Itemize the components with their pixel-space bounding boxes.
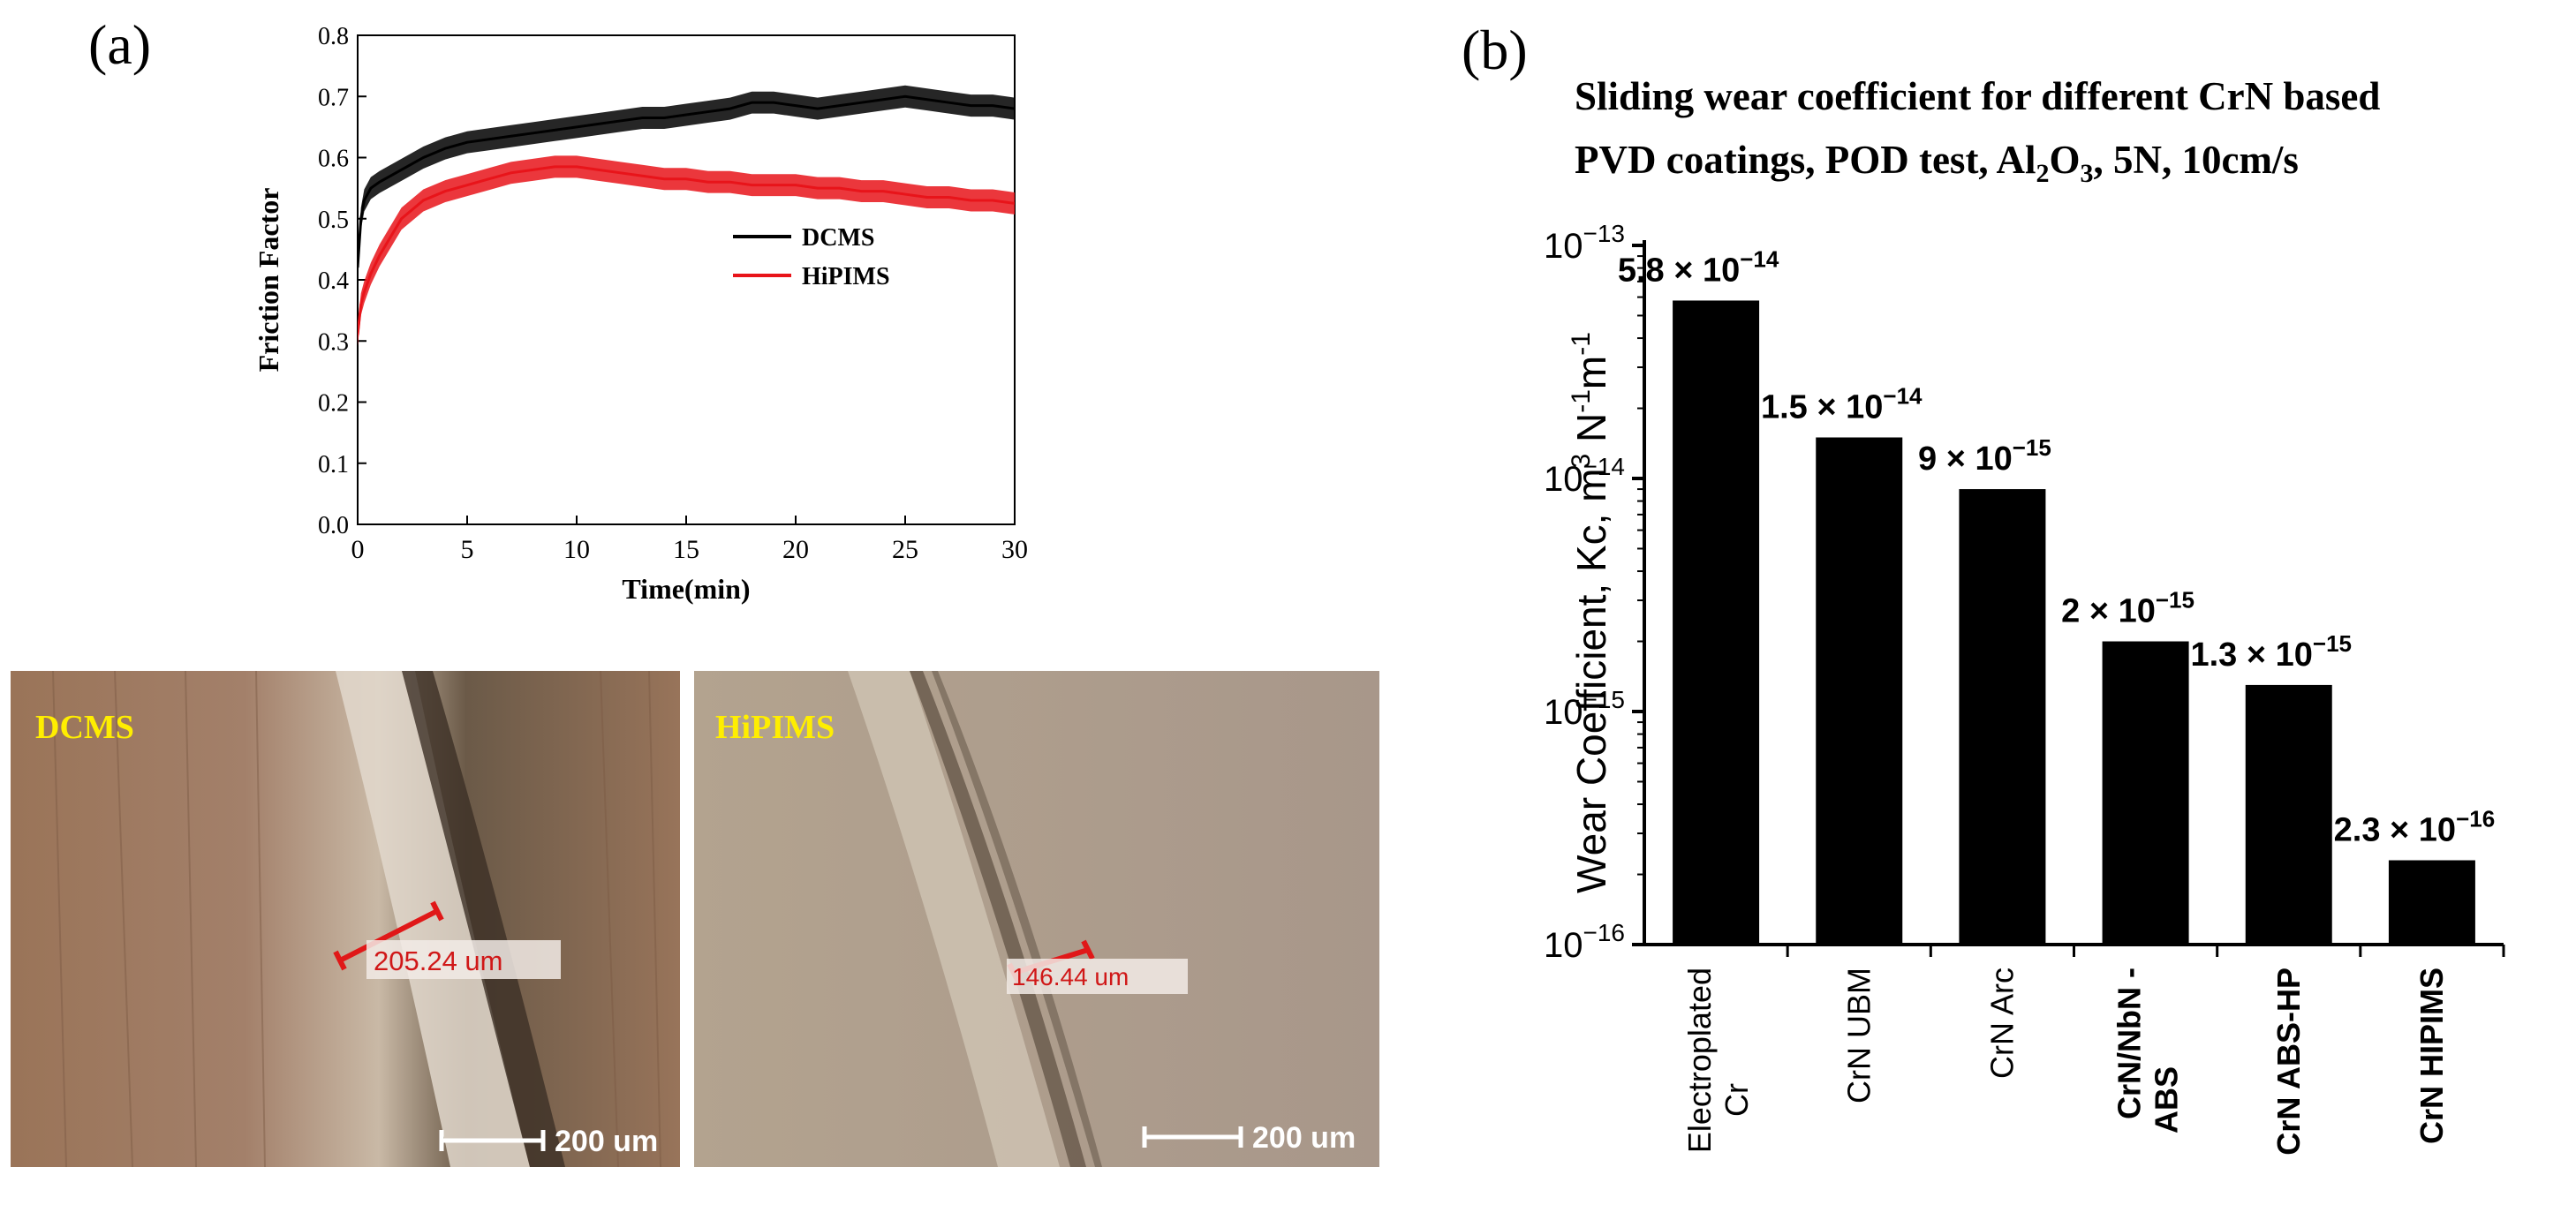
micrograph-hipims-background — [694, 671, 1379, 1167]
category-label-4: CrN ABS-HP — [2270, 968, 2307, 1156]
category-label-3: CrN/NbN -ABS — [2111, 968, 2185, 1133]
y-tick-label: 0.7 — [318, 84, 349, 111]
y-tick-label: 0.6 — [318, 146, 349, 173]
x-tick-label: 25 — [892, 535, 918, 564]
y-tick-label: 0.2 — [318, 390, 349, 418]
series-line-hipims — [358, 165, 1015, 335]
series-band-hipims — [358, 155, 1015, 346]
y-tick-label: 0.0 — [318, 512, 349, 539]
legend-label-hipims: HiPIMS — [802, 263, 890, 290]
measure-label-dcms: 205.24 um — [374, 945, 503, 976]
data-label-5: 2.3 × 10−16 — [2334, 806, 2496, 849]
panel-b-label: (b) — [1462, 19, 1528, 81]
wear-coefficient-chart: 10−13 10−14 10−15 10−16 Wear Coefficient, Kc… — [1544, 220, 2505, 1156]
y-tick-label: 0.4 — [318, 267, 349, 295]
y-tick-label: 10−15 — [1544, 686, 1625, 732]
x-tick-label: 20 — [782, 535, 809, 564]
y-tick-label: 0.8 — [318, 23, 349, 50]
micrograph-label-hipims: HiPIMS — [715, 709, 835, 746]
data-label-4: 1.3 × 10−15 — [2190, 630, 2352, 674]
bar-1 — [1816, 437, 1903, 945]
x-tick-label: 0 — [351, 535, 365, 564]
measure-line-dcms — [338, 908, 439, 963]
series-line-dcms — [358, 94, 1015, 268]
y-tick-label: 0.5 — [318, 207, 349, 234]
category-label-1: CrN UBM — [1840, 968, 1877, 1103]
micrograph-dcms: 205.24 um DCMS 200 um — [11, 670, 680, 1168]
x-tick-label: 30 — [1001, 535, 1028, 564]
y-axis-label: Friction Factor — [253, 188, 284, 373]
micrograph-dcms-scratches — [52, 670, 661, 1168]
scale-label-dcms: 200 um — [555, 1125, 658, 1158]
wear-track-hipims — [848, 671, 1060, 1167]
legend-label-dcms: DCMS — [802, 224, 874, 252]
data-label-0: 5.8 × 10−14 — [1618, 245, 1779, 289]
friction-chart: 0 5 10 15 20 25 30 0.0 0.1 0.2 0.3 0.4 0.5 0.6 0.7 0.8 T… — [253, 23, 1028, 605]
y-tick-label: 10−16 — [1544, 919, 1625, 965]
panel-b-title-line1: Sliding wear coefficient for different C… — [1575, 74, 2380, 118]
x-axis-label: Time(min) — [622, 573, 750, 605]
data-label-3: 2 × 10−15 — [2061, 587, 2195, 630]
category-label-0: ElectroplatedCr — [1681, 968, 1755, 1153]
wear-track-edge-hipims — [910, 671, 1086, 1167]
bar-3 — [2102, 641, 2189, 945]
bar-4 — [2245, 684, 2332, 945]
category-label-2: CrN Arc — [1983, 968, 2020, 1079]
measure-label-hipims: 146.44 um — [1012, 963, 1129, 990]
y-axis-label: Wear Coefficient, Kc, m3 N-1m-1 — [1567, 332, 1614, 893]
category-label-5: CrN HIPIMS — [2414, 968, 2450, 1144]
bar-5 — [2388, 860, 2475, 945]
scale-label-hipims: 200 um — [1252, 1121, 1356, 1155]
y-tick-label: 0.3 — [318, 328, 349, 356]
y-tick-label: 0.1 — [318, 451, 349, 478]
y-tick-label: 10−14 — [1544, 453, 1625, 499]
y-tick-label: 10−13 — [1544, 220, 1625, 266]
panel-b-title-line2: PVD coatings, POD test, Al2O3, 5N, 10cm/… — [1575, 138, 2299, 188]
x-tick-label: 10 — [563, 535, 590, 564]
x-tick-label: 5 — [461, 535, 474, 564]
data-label-1: 1.5 × 10−14 — [1761, 383, 1923, 426]
wear-track-edge-dcms — [402, 671, 565, 1167]
bar-0 — [1673, 300, 1760, 945]
micrograph-hipims: 146.44 um HiPIMS 200 um — [694, 671, 1379, 1167]
data-label-2: 9 × 10−15 — [1918, 434, 2051, 478]
panel-a-label: (a) — [88, 13, 151, 76]
x-tick-label: 15 — [673, 535, 699, 564]
micrograph-dcms-background — [11, 671, 680, 1167]
wear-track-dcms — [336, 671, 530, 1167]
bar-2 — [1959, 489, 2046, 945]
chart-a-plot-area — [358, 85, 1015, 346]
micrograph-label-dcms: DCMS — [35, 709, 134, 746]
